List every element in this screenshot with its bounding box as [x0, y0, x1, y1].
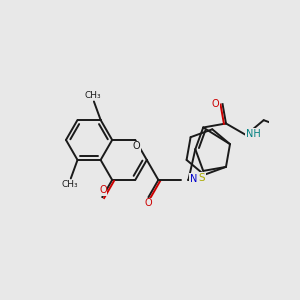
Text: CH₃: CH₃ — [84, 91, 101, 100]
Text: S: S — [199, 173, 206, 183]
Text: NH: NH — [190, 174, 204, 184]
Text: NH: NH — [245, 129, 260, 139]
Text: CH₃: CH₃ — [61, 180, 78, 189]
Text: O: O — [212, 99, 219, 109]
Text: O: O — [99, 185, 106, 196]
Text: O: O — [144, 198, 152, 208]
Text: O: O — [133, 141, 140, 152]
